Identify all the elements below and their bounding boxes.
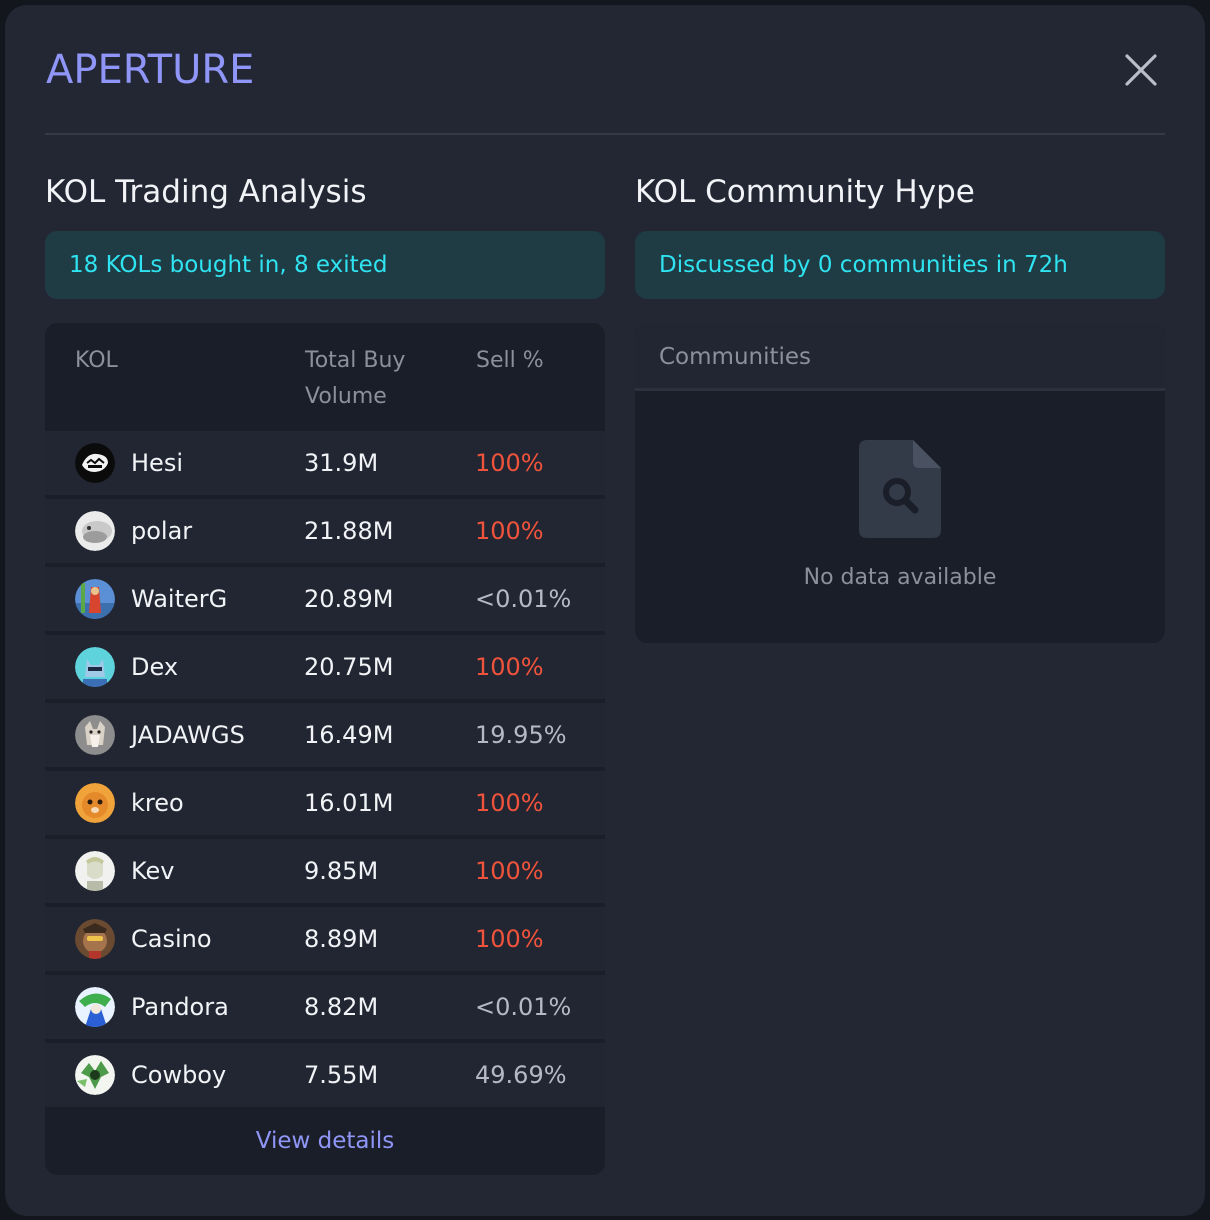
kol-name: Pandora bbox=[131, 993, 229, 1021]
table-row[interactable]: JADAWGS 16.49M 19.95% bbox=[45, 703, 605, 767]
table-row[interactable]: Cowboy 7.55M 49.69% bbox=[45, 1043, 605, 1107]
avatar-pandora bbox=[75, 987, 115, 1027]
kol-volume: 16.49M bbox=[304, 721, 394, 749]
kol-volume: 31.9M bbox=[304, 449, 379, 477]
column-header-kol: KOL bbox=[75, 348, 118, 373]
avatar-hesi bbox=[75, 443, 115, 483]
kol-volume: 16.01M bbox=[304, 789, 394, 817]
trading-analysis-title: KOL Trading Analysis bbox=[45, 174, 367, 210]
close-icon bbox=[1125, 54, 1157, 86]
column-header-sell: Sell % bbox=[476, 348, 544, 373]
avatar-cowboy bbox=[75, 1055, 115, 1095]
trading-summary-banner: 18 KOLs bought in, 8 exited bbox=[45, 231, 605, 299]
table-row[interactable]: Pandora 8.82M <0.01% bbox=[45, 975, 605, 1039]
table-row[interactable]: Dex 20.75M 100% bbox=[45, 635, 605, 699]
avatar-dex bbox=[75, 647, 115, 687]
communities-panel: Communities No data available bbox=[635, 323, 1165, 643]
column-header-volume: Total Buy Volume bbox=[305, 348, 406, 409]
kol-volume: 7.55M bbox=[304, 1061, 379, 1089]
avatar-polar bbox=[75, 511, 115, 551]
kol-name: polar bbox=[131, 517, 193, 545]
table-row[interactable]: kreo 16.01M 100% bbox=[45, 771, 605, 835]
kol-sell-percent: <0.01% bbox=[475, 993, 572, 1021]
kol-name: WaiterG bbox=[131, 585, 228, 613]
community-hype-title: KOL Community Hype bbox=[635, 174, 975, 210]
close-button[interactable] bbox=[1123, 52, 1159, 88]
kol-name: Hesi bbox=[131, 449, 183, 477]
kol-sell-percent: <0.01% bbox=[475, 585, 572, 613]
community-summary-banner: Discussed by 0 communities in 72h bbox=[635, 231, 1165, 299]
kol-volume: 20.89M bbox=[304, 585, 394, 613]
kol-sell-percent: 19.95% bbox=[475, 721, 567, 749]
aperture-modal: APERTURE KOL Trading Analysis 18 KOLs bo… bbox=[5, 5, 1205, 1216]
table-row[interactable]: polar 21.88M 100% bbox=[45, 499, 605, 563]
kol-name: Casino bbox=[131, 925, 212, 953]
kol-volume: 21.88M bbox=[304, 517, 394, 545]
kol-sell-percent: 100% bbox=[475, 789, 544, 817]
kol-volume: 8.82M bbox=[304, 993, 379, 1021]
kol-sell-percent: 100% bbox=[475, 925, 544, 953]
view-details-link[interactable]: View details bbox=[255, 1128, 395, 1154]
communities-header-label: Communities bbox=[659, 344, 812, 370]
document-search-icon bbox=[859, 440, 941, 538]
table-header: KOL Total Buy Volume Sell % bbox=[45, 323, 605, 427]
header-divider bbox=[45, 133, 1165, 135]
table-row[interactable]: Casino 8.89M 100% bbox=[45, 907, 605, 971]
avatar-jadawgs bbox=[75, 715, 115, 755]
kol-volume: 9.85M bbox=[304, 857, 379, 885]
kol-name: kreo bbox=[131, 789, 184, 817]
avatar-casino bbox=[75, 919, 115, 959]
table-row[interactable]: Kev 9.85M 100% bbox=[45, 839, 605, 903]
kol-name: Kev bbox=[131, 857, 175, 885]
kol-sell-percent: 100% bbox=[475, 857, 544, 885]
table-row[interactable]: WaiterG 20.89M <0.01% bbox=[45, 567, 605, 631]
avatar-waiterg bbox=[75, 579, 115, 619]
kol-volume: 20.75M bbox=[304, 653, 394, 681]
kol-volume: 8.89M bbox=[304, 925, 379, 953]
communities-header: Communities bbox=[635, 323, 1165, 391]
avatar-kev bbox=[75, 851, 115, 891]
kol-sell-percent: 100% bbox=[475, 449, 544, 477]
kol-sell-percent: 100% bbox=[475, 517, 544, 545]
kol-name: Cowboy bbox=[131, 1061, 227, 1089]
avatar-kreo bbox=[75, 783, 115, 823]
empty-state-text: No data available bbox=[803, 565, 997, 590]
modal-title: APERTURE bbox=[46, 47, 255, 93]
kol-trading-table: KOL Total Buy Volume Sell % Hesi 31.9M 1… bbox=[45, 323, 605, 1175]
kol-sell-percent: 49.69% bbox=[475, 1061, 567, 1089]
kol-sell-percent: 100% bbox=[475, 653, 544, 681]
table-row[interactable]: Hesi 31.9M 100% bbox=[45, 431, 605, 495]
kol-name: Dex bbox=[131, 653, 179, 681]
kol-name: JADAWGS bbox=[131, 721, 245, 749]
